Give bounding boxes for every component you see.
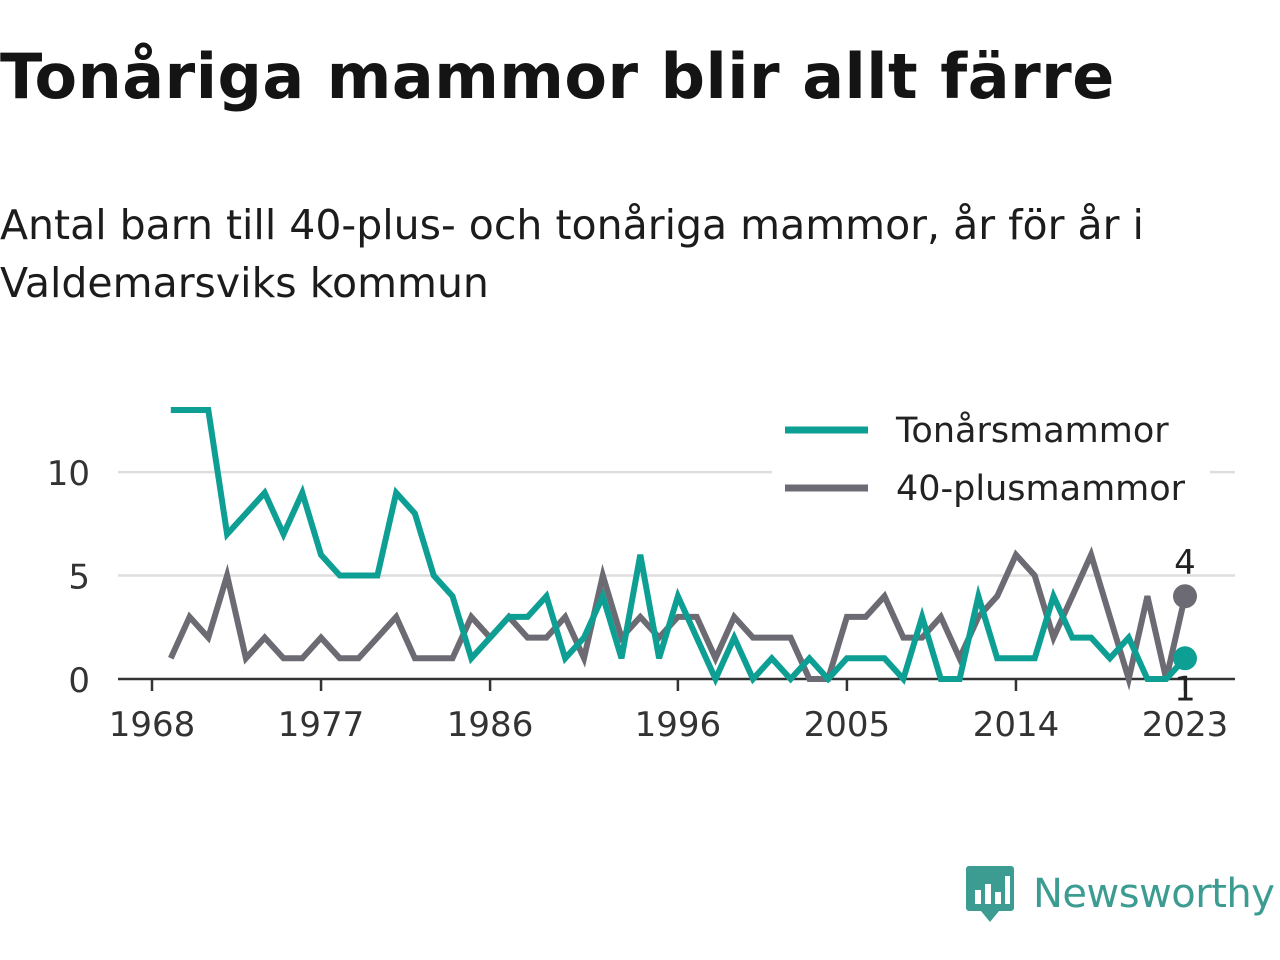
chart-title: Tonåriga mammor blir allt färre [0,40,1115,113]
series-line [170,407,1188,687]
y-tick-label: 5 [68,558,90,598]
series-end-label: 4 [1174,543,1196,583]
series-line [168,546,1188,691]
x-tick-label: 1968 [109,705,196,745]
legend-label: Tonårsmammor [895,410,1169,451]
x-tick-label: 2014 [973,705,1060,745]
series-lines: 14 [168,407,1197,709]
legend-label: 40-plusmammor [896,469,1186,509]
x-tick-label: 1996 [635,705,722,745]
axes: 0 5 10 1968 1977 1986 1996 2005 2014 2023 [47,454,1235,745]
x-tick-label: 1977 [278,705,365,745]
legend: Tonårsmammor 40-plusmammor [772,400,1210,525]
x-tick-label: 2005 [804,705,891,745]
series-end-point [1173,584,1197,609]
series-end-label: 1 [1174,669,1196,709]
y-tick-label: 0 [68,661,90,701]
x-tick-label: 1986 [447,705,534,745]
chart-subtitle: Antal barn till 40-plus- och tonåriga ma… [0,201,1144,307]
x-tick-label: 2023 [1142,705,1229,745]
series-end-point [1173,646,1197,671]
y-tick-label: 10 [47,454,90,494]
brand-name: Newsworthy [1033,871,1275,917]
brand-logo: Newsworthy [965,864,1275,924]
newsworthy-logo-icon [966,866,1014,922]
legend-background [772,400,1210,525]
